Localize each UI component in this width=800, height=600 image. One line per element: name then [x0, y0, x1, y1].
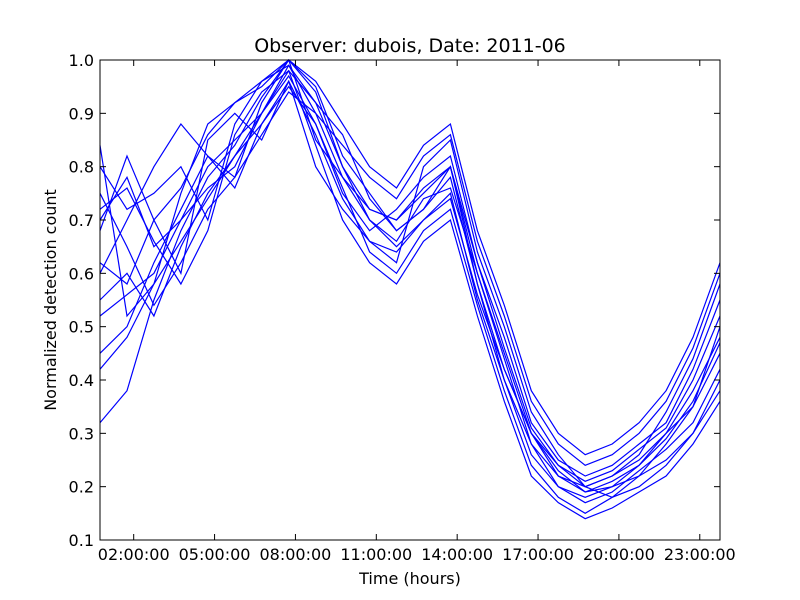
y-tick-label: 0.2	[69, 478, 94, 497]
x-tick-label: 20:00:00	[583, 545, 655, 564]
x-tick-label: 08:00:00	[260, 545, 332, 564]
y-tick-label: 0.3	[69, 424, 94, 443]
series-line-8	[99, 74, 721, 514]
y-tick-label: 0.4	[69, 371, 94, 390]
x-tick-label: 05:00:00	[179, 545, 251, 564]
y-tick-label: 0.6	[69, 264, 94, 283]
plot-frame	[99, 59, 721, 541]
y-tick-label: 0.7	[69, 211, 94, 230]
y-tick-label: 0.9	[69, 104, 94, 123]
series-line-6	[99, 79, 721, 488]
series-line-10	[99, 79, 721, 493]
series-line-2	[99, 69, 721, 498]
y-tick-label: 0.1	[69, 531, 94, 550]
series-line-7	[99, 59, 721, 504]
x-tick-label: 11:00:00	[340, 545, 412, 564]
series-layer	[99, 58, 721, 520]
series-line-11	[99, 64, 721, 482]
x-tick-label: 14:00:00	[421, 545, 493, 564]
y-tick-label: 1.0	[69, 51, 94, 70]
series-line-13	[99, 59, 721, 456]
chart-title: Observer: dubois, Date: 2011-06	[254, 35, 566, 57]
x-tick-label: 23:00:00	[664, 545, 736, 564]
series-line-3	[99, 85, 721, 477]
series-line-9	[99, 91, 721, 466]
y-tick-label: 0.8	[69, 158, 94, 177]
series-line-1	[99, 58, 721, 488]
y-axis: 0.1 0.2 0.3 0.4 0.5 0.6 0.7 0.8 0.9 1.0	[69, 51, 720, 550]
x-tick-label: 17:00:00	[502, 545, 574, 564]
x-axis-label: Time (hours)	[358, 569, 461, 588]
x-tick-label: 02:00:00	[98, 545, 170, 564]
x-axis: 02:00:00 05:00:00 08:00:00 11:00:00 14:00:00…	[98, 60, 736, 564]
y-axis-label: Normalized detection count	[41, 189, 60, 411]
y-tick-label: 0.5	[69, 318, 94, 337]
series-line-12	[99, 69, 721, 520]
